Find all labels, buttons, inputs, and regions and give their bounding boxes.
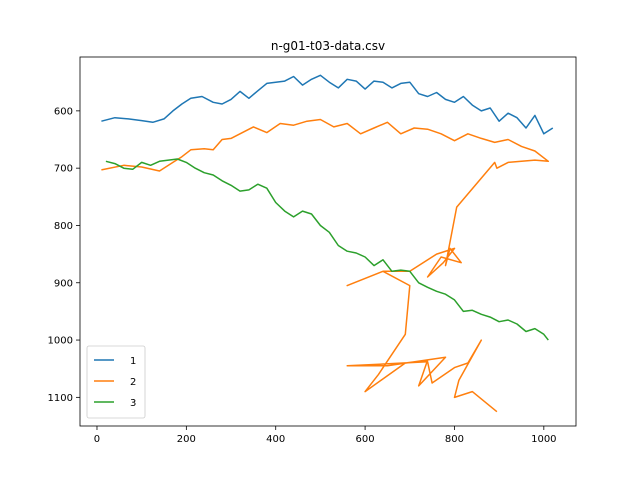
y-tick-label: 700 [54, 164, 73, 175]
y-tick-label: 900 [54, 278, 73, 289]
x-tick-label: 1000 [531, 434, 556, 445]
legend-label-3: 3 [130, 398, 136, 409]
x-axis: 0 200 400 600 800 1000 [94, 426, 557, 445]
axes-frame [79, 56, 577, 427]
y-tick-label: 600 [54, 106, 73, 117]
x-tick-label: 400 [266, 434, 285, 445]
y-tick-label: 1000 [48, 336, 73, 347]
legend-box [86, 345, 146, 419]
legend-label-2: 2 [130, 377, 136, 388]
chart-title: n-g01-t03-data.csv [271, 39, 385, 53]
series-line-1 [101, 74, 554, 135]
legend-label-1: 1 [130, 356, 136, 367]
series-line-3 [105, 158, 549, 341]
y-axis: 600 700 800 900 1000 1100 [48, 106, 80, 404]
x-tick-label: 200 [177, 434, 196, 445]
legend: 1 2 3 [86, 345, 146, 419]
plot-area [101, 74, 554, 413]
y-tick-label: 800 [54, 221, 73, 232]
x-tick-label: 600 [356, 434, 375, 445]
series-line-2 [101, 118, 550, 413]
y-tick-label: 1100 [48, 393, 73, 404]
x-tick-label: 800 [445, 434, 464, 445]
x-tick-label: 0 [94, 434, 100, 445]
